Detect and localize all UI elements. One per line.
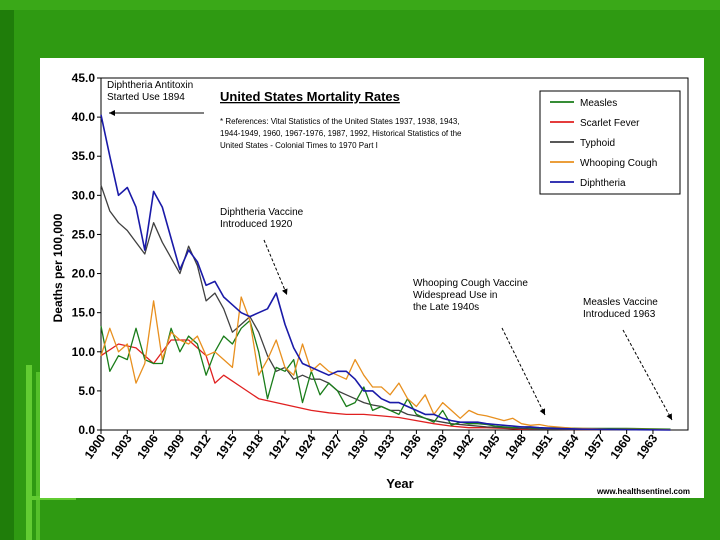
- x-tick-label: 1936: [397, 431, 424, 461]
- x-tick-label: 1921: [266, 431, 293, 461]
- annotation-whoop-vaccine-arrow: [501, 327, 546, 416]
- x-tick-label: 1906: [134, 431, 161, 461]
- annotation-whoop-vaccine-line: the Late 1940s: [413, 302, 479, 313]
- y-tick-label: 20.0: [72, 267, 96, 281]
- annotation-diph-vaccine-line: Diphtheria Vaccine: [220, 207, 304, 218]
- annotation-measles-vaccine-arrow: [622, 329, 673, 421]
- y-tick-label: 45.0: [72, 71, 96, 85]
- series-line-scarlet-fever: [100, 339, 671, 431]
- chart-legend: Measles Scarlet Fever Typhoid Whooping Coug…: [539, 90, 681, 195]
- annotation-diph-vaccine-line: Introduced 1920: [220, 219, 293, 230]
- legend-box: [539, 90, 681, 195]
- x-tick-label: 1933: [371, 431, 398, 461]
- y-tick-label: 0.0: [78, 423, 95, 437]
- y-tick-label: 35.0: [72, 149, 96, 163]
- series-line-whooping-cough: [100, 296, 671, 431]
- y-tick-label: 40.0: [72, 110, 96, 124]
- series-line-typhoid: [100, 184, 671, 431]
- plot-area-frame: [100, 77, 689, 431]
- annotation-antitoxin-line: Started Use 1894: [107, 92, 185, 103]
- y-tick-label: 5.0: [78, 384, 95, 398]
- x-tick-label: 1942: [450, 431, 477, 461]
- x-tick-label: 1945: [476, 431, 503, 461]
- annotation-measles-vaccine-line: Measles Vaccine: [583, 297, 658, 308]
- references-line-2: 1944-1949, 1960, 1967-1976, 1987, 1992, …: [220, 129, 462, 138]
- legend-entry-scarlet-fever: Scarlet Fever: [580, 118, 640, 129]
- annotation-measles-vaccine-line: Introduced 1963: [583, 309, 656, 320]
- annotation-whoop-vaccine-line: Whooping Cough Vaccine: [413, 278, 528, 289]
- x-tick-label: 1939: [423, 431, 450, 461]
- y-tick-label: 25.0: [72, 227, 96, 241]
- x-tick-label: 1963: [634, 431, 661, 461]
- background-left-band: [0, 0, 14, 540]
- x-tick-label: 1912: [187, 431, 214, 461]
- x-axis-label: Year: [386, 476, 413, 491]
- mortality-chart: 0.0 5.0 10.0 15.0 20.0 25.0 30.0 35.0 40.0 45.0 19…: [51, 71, 690, 496]
- y-axis-label: Deaths per 100,000: [51, 213, 65, 322]
- legend-entry-diphtheria: Diphtheria: [580, 178, 626, 189]
- x-tick-label: 1957: [581, 431, 608, 461]
- x-tick-label: 1948: [502, 431, 529, 461]
- y-tick-label: 15.0: [72, 306, 96, 320]
- x-tick-label: 1915: [213, 431, 240, 461]
- x-tick-label: 1903: [108, 431, 135, 461]
- decorative-vertical-bar: [26, 365, 32, 540]
- x-tick-label: 1927: [318, 431, 345, 461]
- annotation-antitoxin-line: Diphtheria Antitoxin: [107, 80, 193, 91]
- x-tick-label: 1918: [239, 431, 266, 461]
- annotation-whoop-vaccine-line: Widespread Use in: [413, 290, 497, 301]
- chart-title: United States Mortality Rates: [220, 89, 400, 104]
- legend-entry-measles: Measles: [580, 98, 617, 109]
- x-tick-label: 1930: [345, 431, 372, 461]
- legend-entry-whooping-cough: Whooping Cough: [580, 158, 657, 169]
- y-tick-label: 30.0: [72, 188, 96, 202]
- references-line-3: United States - Colonial Times to 1970 P…: [220, 141, 378, 150]
- x-tick-label: 1909: [161, 431, 188, 461]
- x-tick-label: 1960: [607, 431, 634, 461]
- annotation-diph-vaccine-arrow: [263, 239, 288, 296]
- x-tick-label: 1924: [292, 431, 319, 461]
- background-top-band: [0, 0, 720, 10]
- references-line-1: * References: Vital Statistics of the Un…: [220, 117, 460, 126]
- series-line-diphtheria: [100, 114, 671, 431]
- series-line-measles: [100, 319, 671, 430]
- y-tick-label: 10.0: [72, 345, 96, 359]
- x-tick-label: 1951: [528, 431, 555, 461]
- x-tick-label: 1954: [555, 431, 582, 461]
- legend-entry-typhoid: Typhoid: [580, 138, 615, 149]
- decorative-horizontal-bar: [26, 496, 76, 500]
- chart-card: 0.0 5.0 10.0 15.0 20.0 25.0 30.0 35.0 40.0 45.0 19…: [40, 58, 704, 498]
- decorative-vertical-bar-2: [36, 372, 40, 540]
- source-credit: www.healthsentinel.com: [596, 487, 690, 496]
